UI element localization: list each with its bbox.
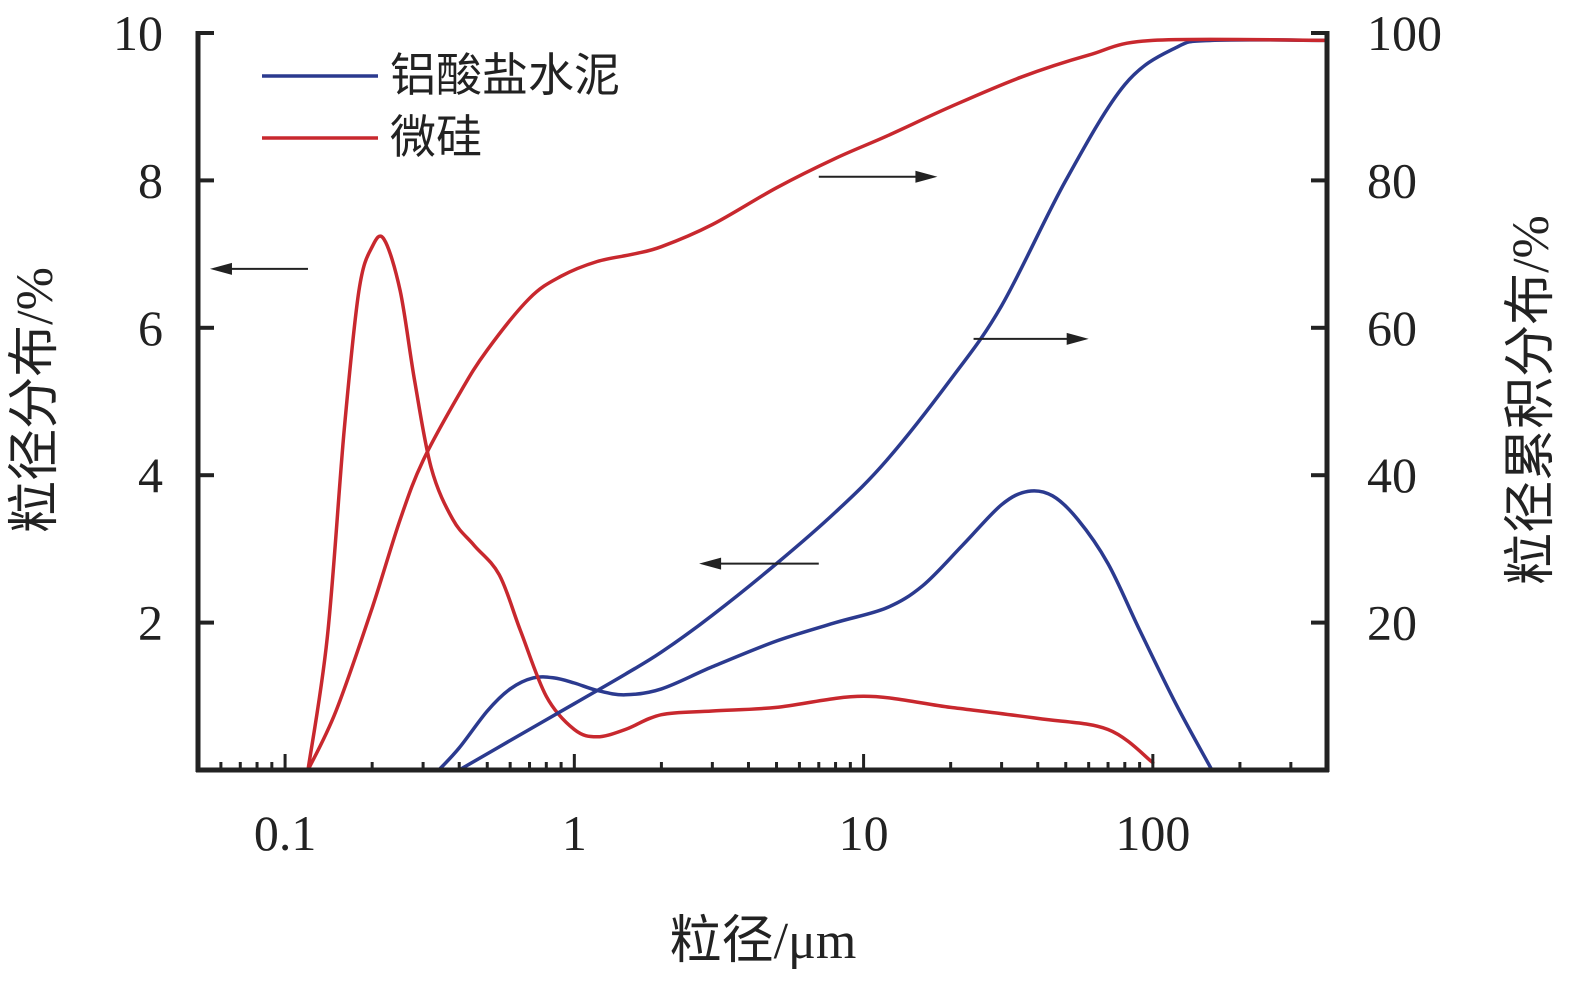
legend: 铝酸盐水泥 微硅: [262, 50, 620, 163]
axis-arrow-head-1: [699, 557, 722, 570]
tick-labels-layer: 0.1 1 10 100 2 4 6 8 10 20 40 60 80 100: [113, 5, 1442, 861]
x-tick-label-100: 100: [1115, 805, 1190, 861]
y-left-tick-label-8: 8: [138, 152, 163, 208]
axis-arrow-head-3: [1066, 332, 1089, 345]
series-2-cumulative-curve: [457, 38, 1329, 772]
y-left-tick-label-2: 2: [138, 595, 163, 651]
y-right-tick-label-20: 20: [1367, 595, 1417, 651]
y-left-tick-label-6: 6: [138, 300, 163, 356]
y-right-tick-label-100: 100: [1367, 5, 1442, 61]
curves-layer: [306, 37, 1329, 772]
y-axis-title-right: 粒径累积分布/%: [1503, 215, 1560, 585]
x-axis-title: 粒径/μm: [670, 913, 857, 970]
legend-label-cement: 铝酸盐水泥: [390, 50, 620, 101]
x-tick-label-0.1: 0.1: [254, 805, 317, 861]
x-tick-label-10: 10: [839, 805, 889, 861]
axis-arrow-head-0: [209, 262, 232, 275]
legend-label-silica: 微硅: [390, 112, 482, 163]
y-left-tick-label-4: 4: [138, 447, 163, 503]
series-3-cumulative-curve: [306, 37, 1329, 772]
series-1-distribution-curve: [306, 234, 1155, 772]
axes-layer: [195, 31, 1330, 773]
axis-arrow-head-2: [915, 170, 938, 183]
y-right-tick-label-60: 60: [1367, 300, 1417, 356]
y-axis-title-left: 粒径分布/%: [7, 267, 64, 533]
x-tick-label-1: 1: [562, 805, 587, 861]
y-right-tick-label-80: 80: [1367, 152, 1417, 208]
series-0-distribution-curve: [437, 489, 1214, 772]
y-left-tick-label-10: 10: [113, 5, 163, 61]
y-right-tick-label-40: 40: [1367, 447, 1417, 503]
arrows-layer: [209, 170, 1089, 570]
